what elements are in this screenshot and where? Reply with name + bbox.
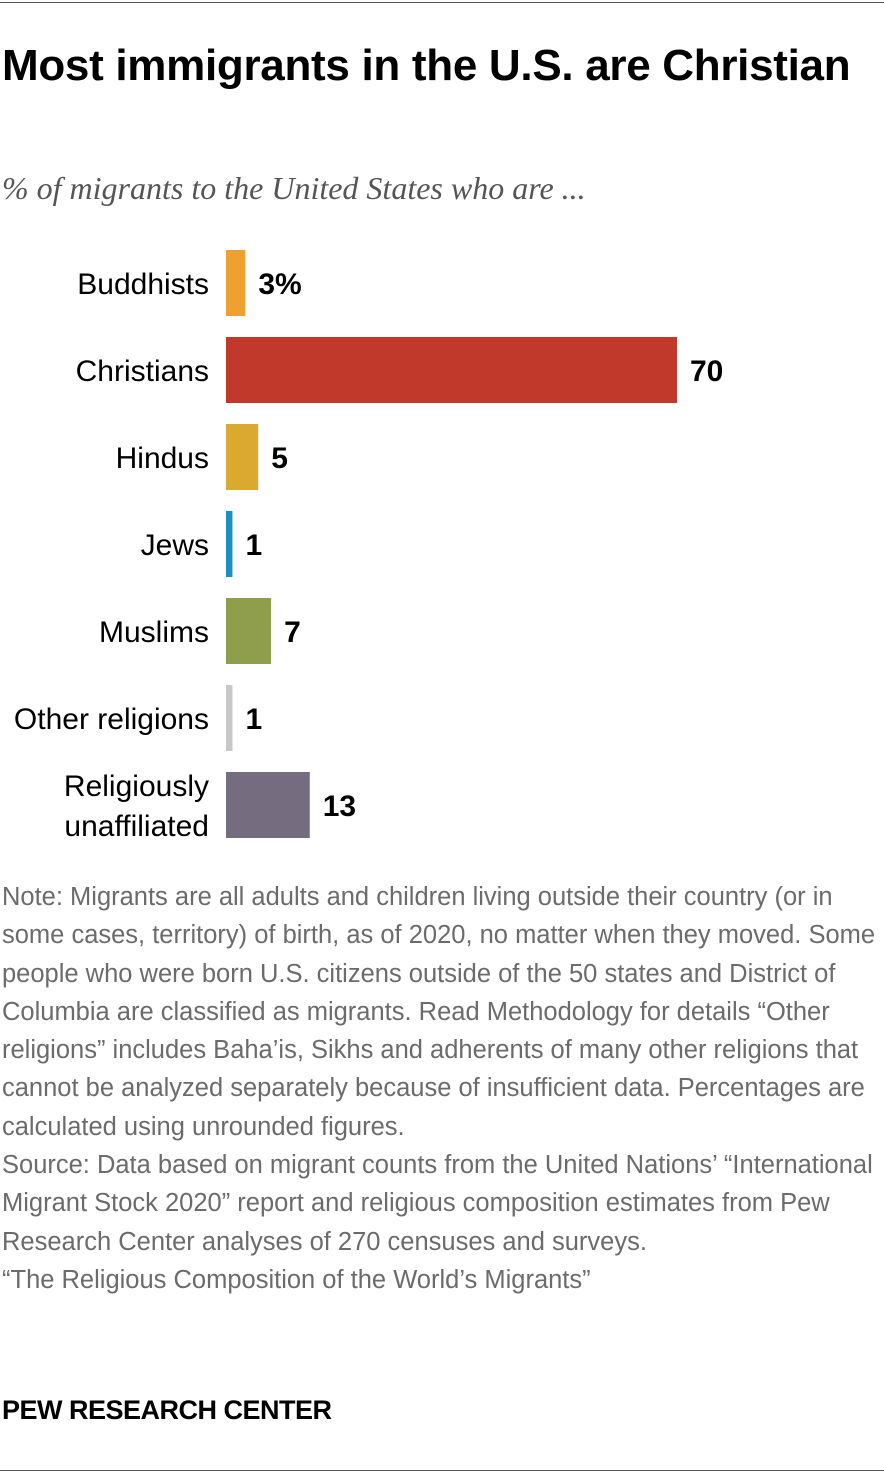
chart-notes: Note: Migrants are all adults and childr… [2,878,882,1299]
bar-other-religions [226,685,233,751]
value-label: 70 [690,355,723,388]
bar-christians [226,337,677,403]
bar-chart: Buddhists 3% Christians 70 Hindus 5 Jews 1 Musli… [14,250,723,843]
chart-subtitle: % of migrants to the United States who a… [2,170,586,206]
source-text: Source: Data based on migrant counts fro… [2,1151,873,1256]
value-label: 1 [245,529,262,562]
note-text: Note: Migrants are all adults and childr… [2,883,876,1141]
category-label: Jews [141,529,209,562]
value-label: 13 [323,790,356,823]
bottom-rule [0,1470,884,1471]
report-title: “The Religious Composition of the World’… [2,1265,591,1294]
bar-religiously-unaffiliated [226,772,310,838]
bar-buddhists [226,250,246,316]
chart-title: Most immigrants in the U.S. are Christia… [2,41,851,90]
value-label: 7 [284,616,301,649]
category-label: Christians [76,355,209,388]
category-label: Buddhists [77,268,209,301]
pew-logo: PEW RESEARCH CENTER [2,1395,332,1425]
value-label: 3% [258,268,301,301]
value-label: 1 [245,703,262,736]
top-rule [0,2,884,3]
bars-layer: Buddhists 3% Christians 70 Hindus 5 Jews 1 Musli… [14,250,723,843]
category-label: Muslims [99,616,209,649]
bar-jews [226,511,233,577]
bar-hindus [226,424,259,490]
bar-muslims [226,598,272,664]
category-label: Religiously unaffiliated [64,770,209,843]
value-label: 5 [271,442,288,475]
category-label: Other religions [14,703,209,736]
category-label: Hindus [116,442,209,475]
